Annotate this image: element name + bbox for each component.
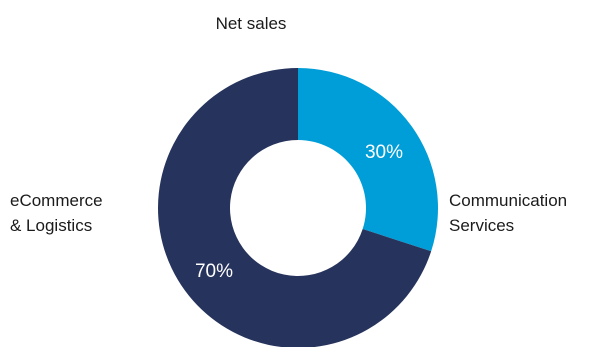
slice-value-label: 30% bbox=[365, 142, 403, 163]
legend-label-communication-services: Communication Services bbox=[449, 188, 567, 238]
label-line: eCommerce bbox=[10, 191, 103, 210]
chart-title: Net sales bbox=[215, 14, 287, 33]
donut-slice-1 bbox=[158, 68, 432, 347]
label-line: Services bbox=[449, 216, 515, 235]
legend-label-ecommerce-logistics: eCommerce & Logistics bbox=[10, 188, 103, 238]
label-line: Communication bbox=[449, 191, 568, 210]
donut-slice-0 bbox=[298, 68, 439, 252]
label-line: & Logistics bbox=[10, 216, 93, 235]
slice-value-label: 70% bbox=[195, 261, 233, 282]
